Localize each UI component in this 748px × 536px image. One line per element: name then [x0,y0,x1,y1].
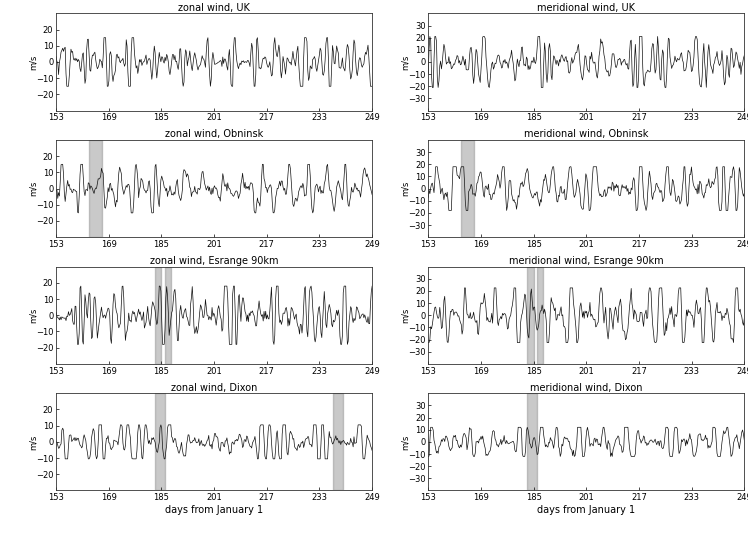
Bar [155,266,162,364]
Title: meridional wind, Dixon: meridional wind, Dixon [530,383,643,392]
Title: zonal wind, Obninsk: zonal wind, Obninsk [165,129,263,139]
Y-axis label: m/s: m/s [28,181,37,196]
Y-axis label: m/s: m/s [28,308,37,323]
Bar [462,140,474,237]
Bar [333,393,343,490]
Bar [537,266,544,364]
Title: meridional wind, Esrange 90km: meridional wind, Esrange 90km [509,256,663,266]
Y-axis label: m/s: m/s [400,181,410,196]
Y-axis label: m/s: m/s [400,308,410,323]
Y-axis label: m/s: m/s [400,54,410,70]
X-axis label: days from January 1: days from January 1 [165,505,263,515]
Bar [527,393,537,490]
Title: meridional wind, Obninsk: meridional wind, Obninsk [524,129,649,139]
Title: zonal wind, UK: zonal wind, UK [178,3,250,13]
Bar [165,266,171,364]
Y-axis label: m/s: m/s [400,434,410,450]
X-axis label: days from January 1: days from January 1 [537,505,635,515]
Title: zonal wind, Dixon: zonal wind, Dixon [171,383,257,392]
Bar [89,140,102,237]
Y-axis label: m/s: m/s [28,54,37,70]
Bar [155,393,165,490]
Title: zonal wind, Esrange 90km: zonal wind, Esrange 90km [150,256,278,266]
Y-axis label: m/s: m/s [28,434,37,450]
Bar [527,266,533,364]
Title: meridional wind, UK: meridional wind, UK [537,3,635,13]
